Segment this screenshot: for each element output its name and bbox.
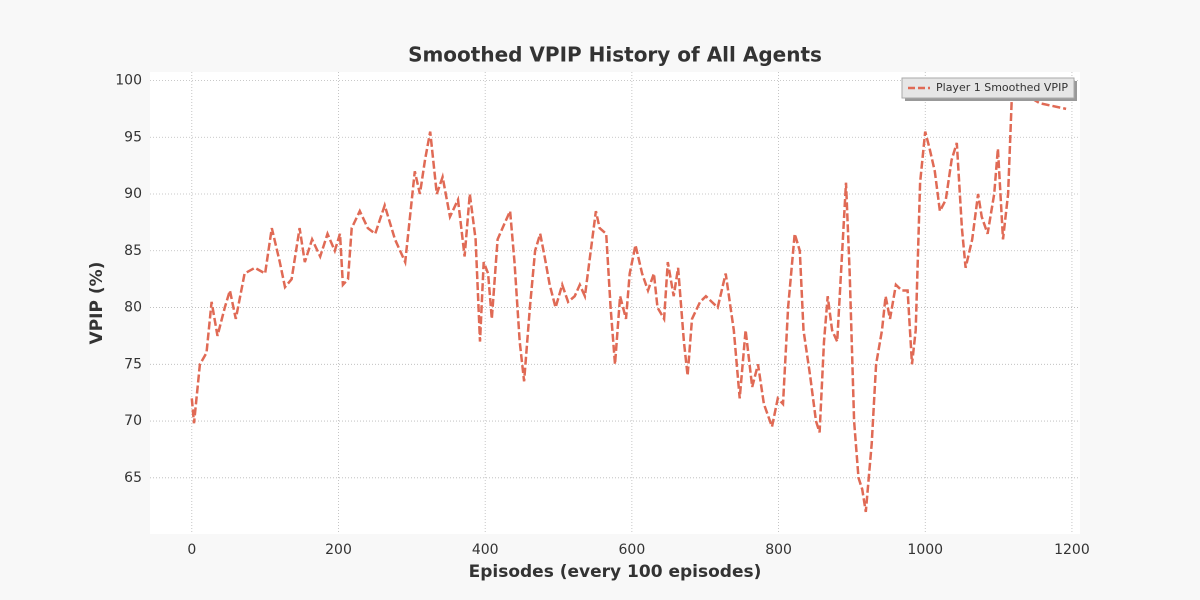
y-tick-label: 70 [124,413,142,429]
y-tick-label: 85 [124,243,142,259]
y-tick-label: 80 [124,300,142,316]
y-tick-label: 65 [124,470,142,486]
x-tick-label: 0 [187,542,196,558]
legend-label: Player 1 Smoothed VPIP [936,81,1068,94]
x-tick-label: 400 [472,542,499,558]
legend: Player 1 Smoothed VPIP [901,77,1077,101]
x-axis-label: Episodes (every 100 episodes) [469,562,762,582]
x-tick-label: 1000 [907,542,943,558]
y-tick-label: 75 [124,356,142,372]
y-tick-label: 90 [124,186,142,202]
x-tick-label: 600 [619,542,646,558]
chart-title: Smoothed VPIP History of All Agents [408,43,822,67]
x-tick-label: 800 [765,542,792,558]
x-tick-label: 1200 [1054,542,1090,558]
y-tick-label: 100 [115,73,142,89]
data-line [190,96,1067,513]
y-tick-label: 95 [124,129,142,145]
y-axis-label: VPIP (%) [87,262,107,345]
x-tick-label: 200 [325,542,352,558]
legend-box [901,77,1075,99]
plot-area [150,72,1080,534]
